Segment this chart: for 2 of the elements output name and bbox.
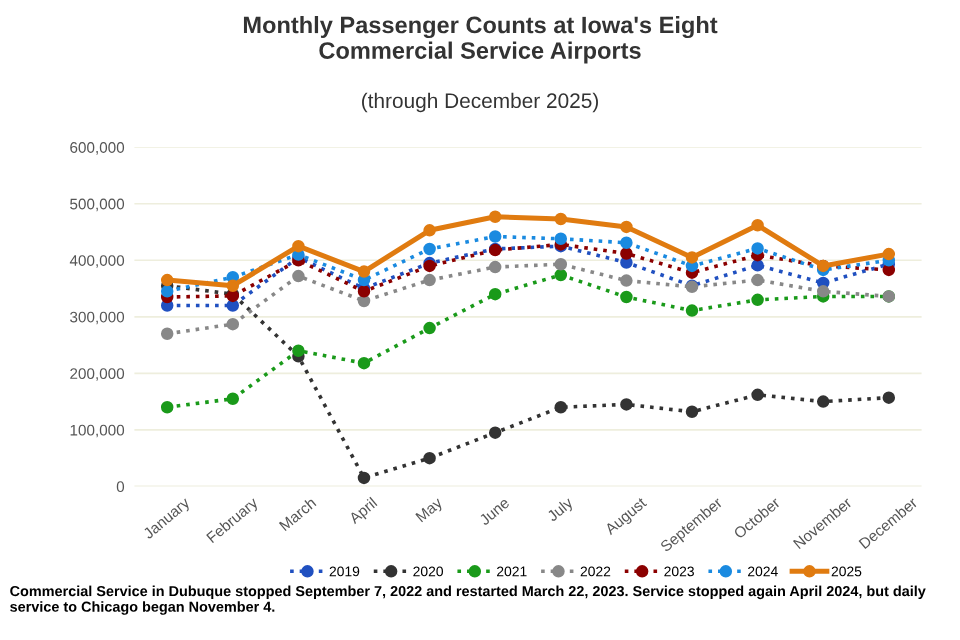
chart-title: Monthly Passenger Counts at Iowa's Eight Commercial Service Airports: [243, 16, 718, 64]
chart-subtitle: (through December 2025): [362, 92, 598, 113]
